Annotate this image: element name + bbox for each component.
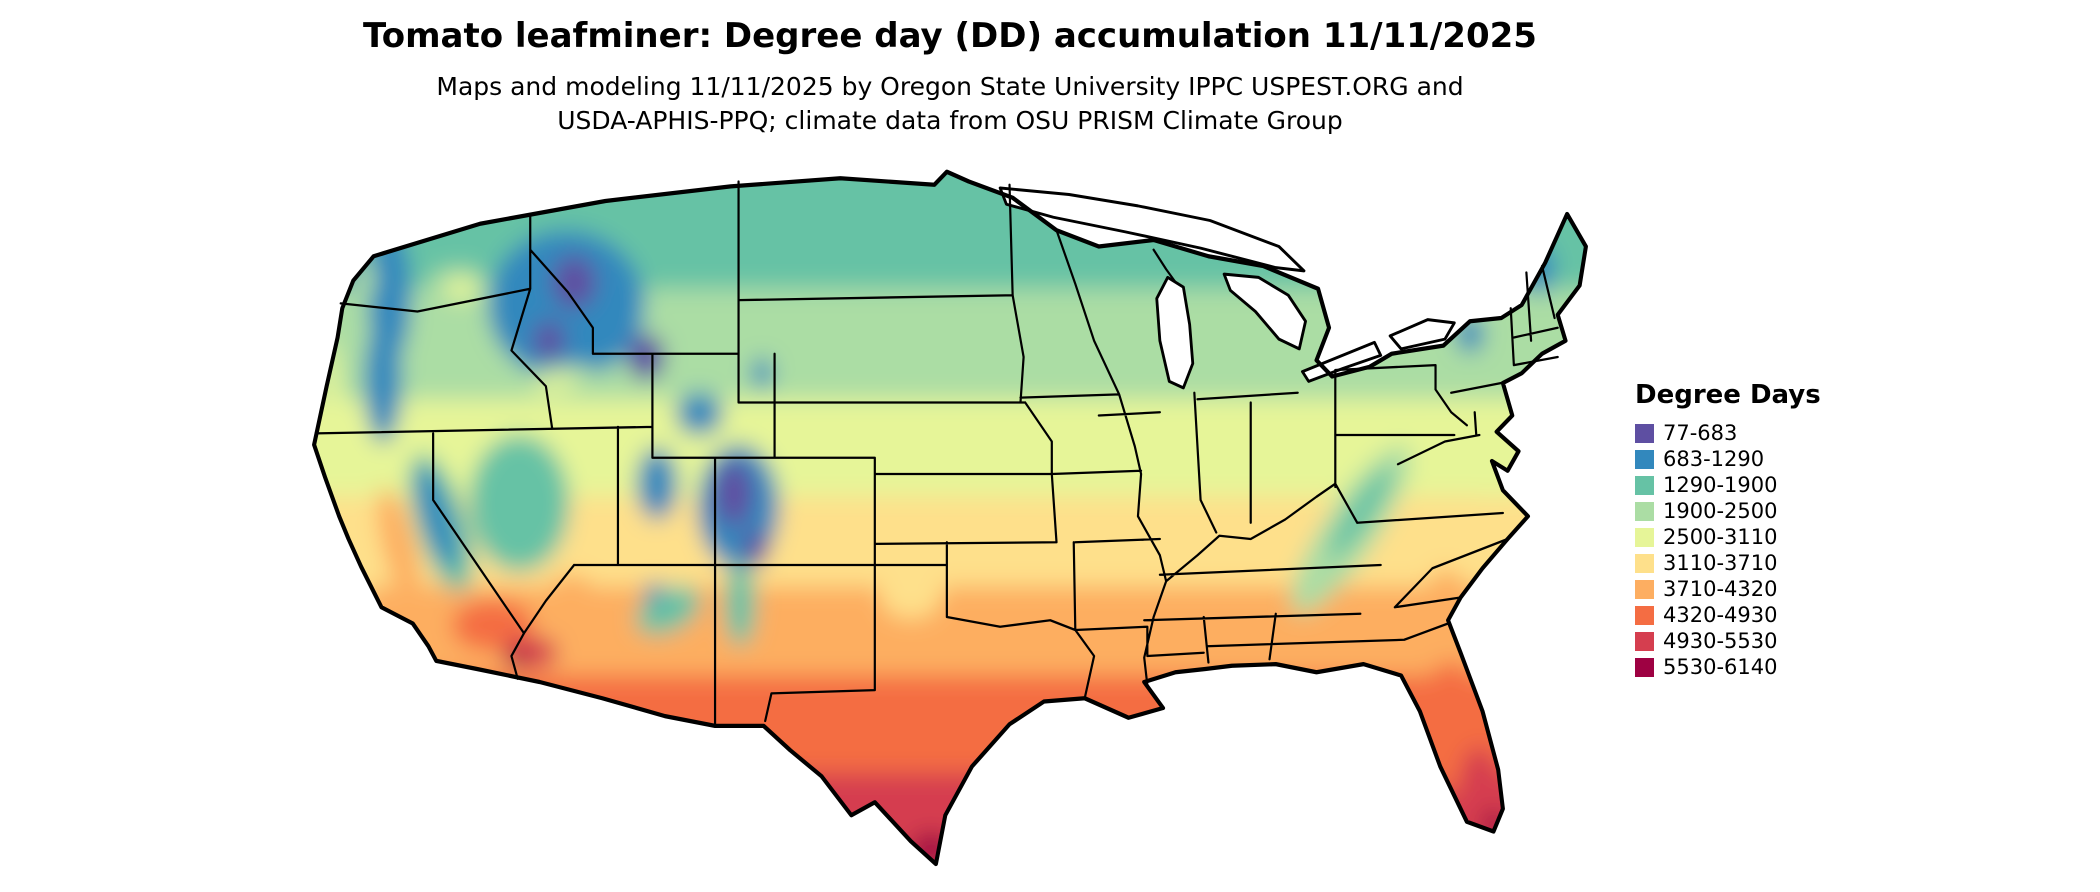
legend-item-label: 5530-6140 xyxy=(1663,655,1778,679)
legend-color-swatch xyxy=(1635,605,1654,625)
legend-item-label: 77-683 xyxy=(1663,421,1738,445)
legend-item-label: 4930-5530 xyxy=(1663,629,1778,653)
legend-item-label: 3710-4320 xyxy=(1663,577,1778,601)
lake-ontario xyxy=(1388,318,1456,351)
lake-michigan xyxy=(1155,275,1195,390)
map-header: Tomato leafminer: Degree day (DD) accumu… xyxy=(0,16,1900,138)
legend-item: 683-1290 xyxy=(1635,446,1895,472)
lake-superior xyxy=(998,186,1306,273)
legend-item-label: 4320-4930 xyxy=(1663,603,1778,627)
legend-color-swatch xyxy=(1635,631,1654,651)
legend-color-swatch xyxy=(1635,449,1654,469)
legend-color-swatch xyxy=(1635,501,1654,521)
legend-item: 4320-4930 xyxy=(1635,602,1895,628)
credits-line-2: USDA-APHIS-PPQ; climate data from OSU PR… xyxy=(557,106,1343,135)
legend-item: 1900-2500 xyxy=(1635,498,1895,524)
legend-item-label: 683-1290 xyxy=(1663,447,1765,471)
legend-item-label: 1290-1900 xyxy=(1663,473,1778,497)
legend-color-swatch xyxy=(1635,579,1654,599)
legend-color-swatch xyxy=(1635,527,1654,547)
legend-item: 1290-1900 xyxy=(1635,472,1895,498)
great-lakes xyxy=(998,186,1456,390)
legend-item: 77-683 xyxy=(1635,420,1895,446)
legend-title: Degree Days xyxy=(1635,380,1821,410)
page-title: Tomato leafminer: Degree day (DD) accumu… xyxy=(363,16,1537,56)
legend-item: 2500-3110 xyxy=(1635,524,1895,550)
legend-item: 5530-6140 xyxy=(1635,654,1895,680)
legend-item-label: 3110-3710 xyxy=(1663,551,1778,575)
legend-item-label: 2500-3110 xyxy=(1663,525,1778,549)
legend-color-swatch xyxy=(1635,475,1654,495)
legend-color-swatch xyxy=(1635,553,1654,573)
legend-item: 3110-3710 xyxy=(1635,550,1895,576)
us-outline xyxy=(312,169,1588,867)
lake-erie xyxy=(1301,340,1383,383)
state-borders xyxy=(314,180,1559,728)
legend-item: 3710-4320 xyxy=(1635,576,1895,602)
degree-days-legend: Degree Days 77-683 683-1290 1290-1900 1900-… xyxy=(1635,380,1895,680)
map-credits: Maps and modeling 11/11/2025 by Oregon S… xyxy=(0,70,1900,138)
legend-item: 4930-5530 xyxy=(1635,628,1895,654)
legend-items: 77-683 683-1290 1290-1900 1900-2500 2500-311… xyxy=(1635,420,1895,680)
us-degree-day-map xyxy=(300,162,1600,877)
legend-color-swatch xyxy=(1635,657,1654,677)
credits-line-1: Maps and modeling 11/11/2025 by Oregon S… xyxy=(436,72,1464,101)
us-degree-day-map-svg xyxy=(312,169,1588,867)
legend-item-label: 1900-2500 xyxy=(1663,499,1778,523)
lake-huron xyxy=(1222,272,1307,351)
legend-color-swatch xyxy=(1635,423,1654,443)
